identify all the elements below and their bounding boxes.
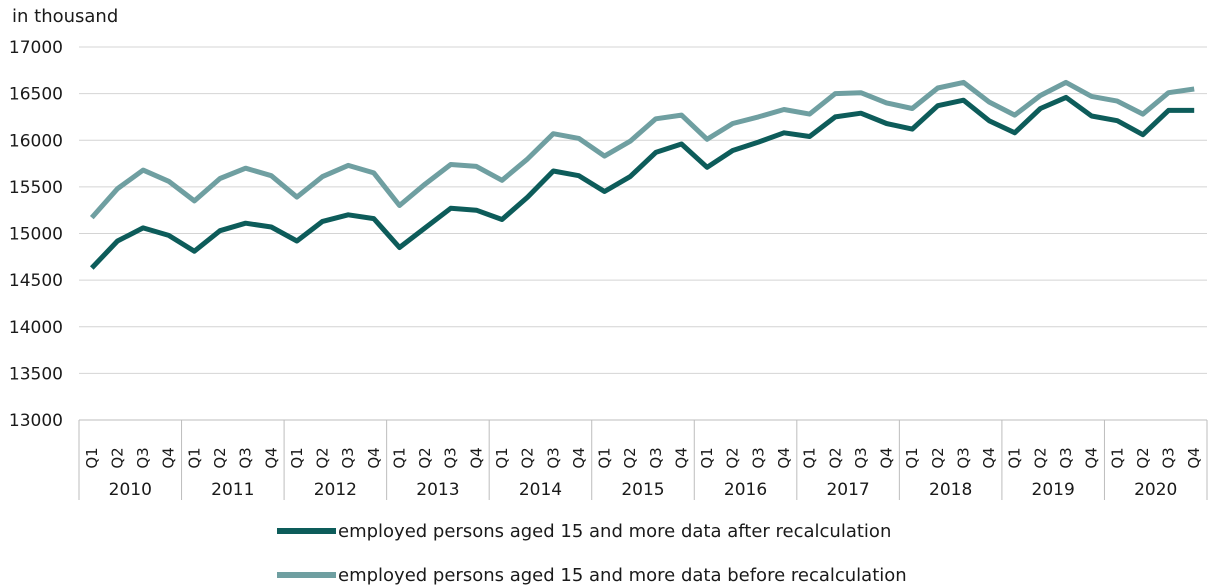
legend-label: employed persons aged 15 and more data b… (338, 565, 907, 586)
quarter-label: Q2 (416, 447, 434, 468)
quarter-label: Q4 (365, 447, 383, 468)
year-label: 2017 (826, 480, 869, 500)
quarter-label: Q1 (1108, 447, 1126, 468)
quarter-label: Q4 (262, 447, 280, 468)
series-line-after-recalculation (89, 94, 1195, 270)
quarter-label: Q2 (108, 447, 126, 468)
quarter-label: Q4 (672, 447, 690, 468)
year-label: 2011 (211, 480, 254, 500)
quarter-label: Q4 (878, 447, 896, 468)
quarter-label: Q3 (852, 447, 870, 468)
year-label: 2010 (109, 480, 152, 500)
quarter-label: Q2 (621, 447, 639, 468)
quarter-label: Q3 (134, 447, 152, 468)
quarter-label: Q3 (442, 447, 460, 468)
quarter-label: Q3 (339, 447, 357, 468)
quarter-label: Q1 (390, 447, 408, 468)
y-tick-label: 16000 (9, 131, 63, 151)
quarter-label: Q2 (519, 447, 537, 468)
series-line-before-recalculation (89, 79, 1195, 220)
y-axis-unit-label: in thousand (12, 6, 118, 27)
quarter-label: Q3 (749, 447, 767, 468)
quarter-label: Q1 (288, 447, 306, 468)
quarter-label: Q2 (929, 447, 947, 468)
quarter-label: Q2 (1134, 447, 1152, 468)
quarter-label: Q3 (237, 447, 255, 468)
quarter-label: Q4 (980, 447, 998, 468)
year-label: 2016 (724, 480, 767, 500)
legend: employed persons aged 15 and more data a… (277, 521, 907, 586)
quarter-label: Q4 (467, 447, 485, 468)
quarter-label: Q1 (801, 447, 819, 468)
quarter-label: Q4 (160, 447, 178, 468)
quarter-label: Q1 (185, 447, 203, 468)
quarter-label: Q1 (1006, 447, 1024, 468)
quarter-label: Q2 (211, 447, 229, 468)
quarter-label: Q3 (647, 447, 665, 468)
legend-label: employed persons aged 15 and more data a… (338, 521, 891, 542)
y-tick-label: 14500 (9, 271, 63, 291)
quarter-label: Q4 (1185, 447, 1203, 468)
quarter-label: Q2 (724, 447, 742, 468)
y-tick-label: 13500 (9, 364, 63, 384)
y-tick-label: 17000 (9, 38, 63, 58)
y-tick-label: 15500 (9, 178, 63, 198)
quarter-label: Q4 (570, 447, 588, 468)
series-lines (89, 79, 1195, 270)
y-tick-label: 13000 (9, 411, 63, 431)
x-axis: Q1 Q2 Q3 Q4 Q1 Q2 Q3 Q4 Q1 Q2 Q3 Q4 Q1 Q2 Q3 Q4 Q1 Q2 Q3 Q4… (78, 419, 1208, 500)
quarter-label: Q2 (826, 447, 844, 468)
quarter-label: Q4 (775, 447, 793, 468)
quarter-label: Q3 (544, 447, 562, 468)
y-axis-ticks: 13000 13500 14000 14500 15000 15500 16000 16500… (9, 38, 63, 431)
year-label: 2014 (519, 480, 562, 500)
quarter-label: Q2 (1031, 447, 1049, 468)
year-label: 2015 (621, 480, 664, 500)
y-tick-label: 16500 (9, 85, 63, 105)
year-label: 2012 (314, 480, 357, 500)
quarter-label: Q1 (83, 447, 101, 468)
quarter-label: Q2 (314, 447, 332, 468)
y-tick-label: 15000 (9, 225, 63, 245)
year-label: 2018 (929, 480, 972, 500)
year-label: 2013 (416, 480, 459, 500)
quarter-label: Q1 (493, 447, 511, 468)
year-label: 2019 (1032, 480, 1075, 500)
quarter-label: Q1 (596, 447, 614, 468)
quarter-label: Q3 (1160, 447, 1178, 468)
quarter-label: Q3 (1057, 447, 1075, 468)
gridlines (79, 46, 1207, 421)
year-label: 2020 (1134, 480, 1177, 500)
quarter-label: Q4 (1083, 447, 1101, 468)
quarter-label: Q3 (954, 447, 972, 468)
quarter-label: Q1 (903, 447, 921, 468)
y-tick-label: 14000 (9, 318, 63, 338)
quarter-label: Q1 (698, 447, 716, 468)
